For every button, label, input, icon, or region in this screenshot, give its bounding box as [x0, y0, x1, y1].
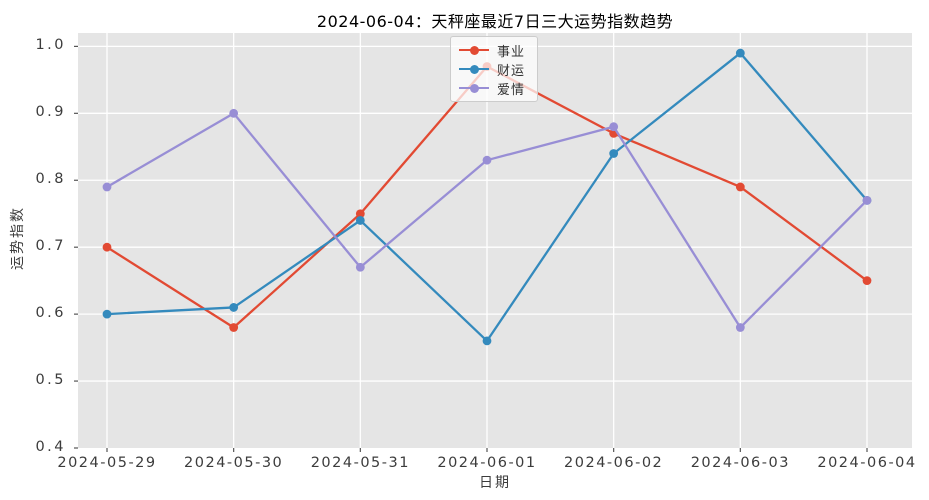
x-tick-label: 2024-05-30: [184, 455, 284, 471]
legend-item-1: 财运: [459, 60, 526, 79]
data-point-2-1: [229, 108, 239, 118]
data-point-2-0: [102, 182, 112, 192]
y-tick-label: 0.4: [35, 438, 66, 455]
legend-item-0: 事业: [459, 41, 526, 60]
data-point-2-4: [609, 122, 619, 132]
legend-label: 爱情: [497, 82, 526, 98]
y-tick-label: 1.0: [35, 36, 66, 53]
x-axis-label: 日期: [479, 475, 511, 491]
plot-background: [78, 33, 912, 448]
data-point-2-5: [735, 323, 745, 332]
legend-dot: [469, 45, 479, 55]
data-point-2-3: [482, 155, 492, 165]
y-tick-label: 0.9: [35, 103, 66, 120]
chart-title: 2024-06-04：天秤座最近7日三大运势指数趋势: [316, 12, 674, 31]
x-tick-label: 2024-05-29: [57, 455, 157, 471]
data-point-1-4: [609, 149, 619, 158]
legend-label: 事业: [497, 44, 526, 60]
data-point-2-2: [355, 262, 365, 272]
data-point-0-5: [735, 182, 745, 192]
x-tick-label: 2024-05-31: [310, 455, 410, 471]
y-tick-label: 0.8: [35, 170, 66, 187]
y-tick-label: 0.5: [35, 371, 66, 388]
legend-label: 财运: [497, 63, 526, 79]
x-tick-label: 2024-06-01: [437, 455, 537, 471]
legend-dot: [469, 83, 479, 93]
y-tick-label: 0.7: [35, 237, 66, 254]
legend-item-2: 爱情: [459, 79, 526, 98]
data-point-1-5: [735, 48, 745, 58]
legend-marker-icon: [459, 45, 489, 55]
legend-dot: [469, 64, 479, 74]
data-point-1-3: [482, 336, 492, 346]
data-point-1-0: [102, 309, 112, 319]
data-point-1-1: [229, 303, 239, 312]
data-point-0-1: [229, 323, 239, 332]
legend-marker-icon: [459, 83, 489, 93]
data-point-2-6: [862, 195, 872, 205]
x-tick-label: 2024-06-03: [690, 455, 790, 471]
legend: 事业 财运 爱情: [450, 36, 539, 102]
data-point-0-2: [355, 209, 365, 219]
data-point-0-0: [102, 242, 112, 252]
data-point-0-6: [862, 276, 872, 286]
y-tick-label: 0.6: [35, 304, 66, 321]
x-tick-label: 2024-06-04: [817, 455, 917, 471]
x-tick-label: 2024-06-02: [564, 455, 664, 471]
legend-marker-icon: [459, 64, 489, 74]
data-point-1-2: [355, 216, 365, 225]
